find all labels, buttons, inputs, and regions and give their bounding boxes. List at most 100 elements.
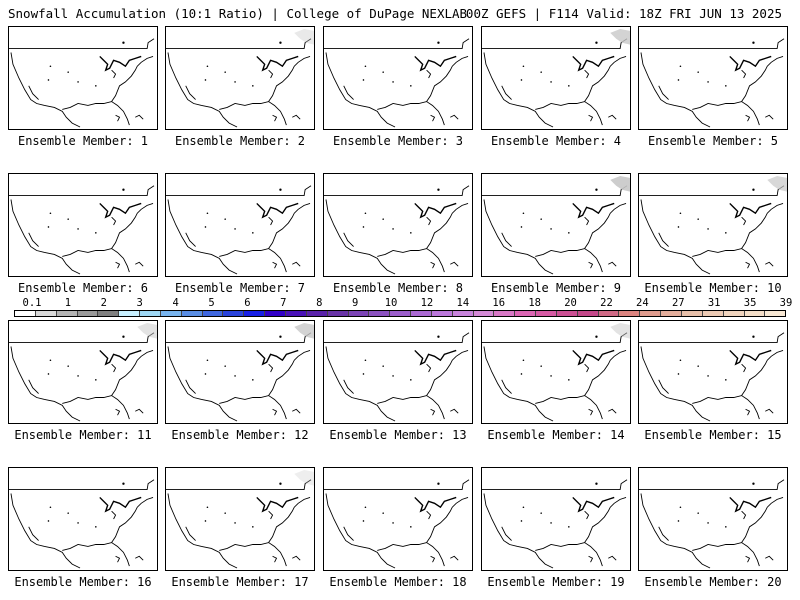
ensemble-member-label: Ensemble Member: 12 (171, 428, 309, 442)
colorbar-tick-label: 8 (316, 297, 323, 309)
colorbar-swatch (56, 311, 78, 316)
colorbar-tick-label: 10 (384, 297, 398, 309)
colorbar-swatch (682, 311, 703, 316)
colorbar-swatch (661, 311, 682, 316)
colorbar-swatch (244, 311, 266, 316)
snowfall-shading (294, 28, 314, 45)
ensemble-member-label: Ensemble Member: 10 (644, 281, 782, 295)
ensemble-member-label: Ensemble Member: 14 (487, 428, 625, 442)
colorbar-tick-label: 31 (707, 297, 721, 309)
colorbar-tick-label: 14 (456, 297, 470, 309)
colorbar-tick-label: 4 (172, 297, 179, 309)
us-snowfall-map (8, 320, 158, 424)
ensemble-member-label: Ensemble Member: 5 (647, 134, 779, 148)
colorbar-swatch (327, 311, 349, 316)
colorbar-swatch (431, 311, 453, 316)
ensemble-member-label: Ensemble Member: 11 (14, 428, 152, 442)
snowfall-shading (610, 322, 630, 339)
colorbar-tick-label: 24 (636, 297, 649, 309)
us-snowfall-map (323, 320, 473, 424)
colorbar-swatch (285, 311, 307, 316)
colorbar-tick-label: 1 (64, 297, 72, 309)
us-snowfall-map (165, 320, 315, 424)
colorbar-labels: 0.1 1 2 3 4 5 6 7 8 9 10 12 14 16 18 20 22 24 27 31 35 39 (14, 297, 793, 309)
us-snowfall-map (323, 26, 473, 130)
ensemble-member-label: Ensemble Member: 6 (17, 281, 149, 295)
us-snowfall-map (638, 320, 788, 424)
colorbar-swatch (119, 311, 141, 316)
colorbar-swatch (473, 311, 495, 316)
snowfall-shading (294, 322, 314, 339)
ensemble-member-label: Ensemble Member: 7 (174, 281, 306, 295)
ensemble-member-label: Ensemble Member: 18 (329, 575, 467, 589)
ensemble-member-label: Ensemble Member: 13 (329, 428, 467, 442)
colorbar-tick-label: 18 (528, 297, 541, 309)
colorbar-tick-label: 12 (420, 297, 434, 309)
colorbar-tick-label: 27 (671, 297, 685, 309)
us-snowfall-map (8, 26, 158, 130)
colorbar-swatch (452, 311, 474, 316)
colorbar-swatch (640, 311, 662, 316)
ensemble-member-label: Ensemble Member: 1 (17, 134, 149, 148)
colorbar-tick-label: 20 (564, 297, 577, 309)
colorbar-swatch (494, 311, 516, 316)
ensemble-member-label: Ensemble Member: 19 (487, 575, 625, 589)
snowfall-shading (767, 175, 787, 192)
colorbar-swatch (619, 311, 641, 316)
chart-title: Snowfall Accumulation (10:1 Ratio) | Col… (8, 6, 468, 21)
colorbar-swatch (265, 311, 286, 316)
colorbar-swatch (723, 311, 745, 316)
colorbar-swatch (15, 311, 36, 316)
colorbar-tick-label: 9 (351, 297, 359, 309)
us-snowfall-map (638, 173, 788, 277)
colorbar-tick-label: 22 (600, 297, 613, 309)
colorbar-swatch (223, 311, 245, 316)
us-snowfall-map (638, 467, 788, 571)
snowfall-shading (294, 469, 314, 486)
us-snowfall-map (638, 26, 788, 130)
snowfall-shading (610, 175, 630, 192)
ensemble-member-label: Ensemble Member: 20 (644, 575, 782, 589)
run-valid-time: 00Z GEFS | F114 Valid: 18Z FRI JUN 13 20… (465, 6, 782, 21)
colorbar-swatch (140, 311, 161, 316)
colorbar-swatch (598, 311, 620, 316)
colorbar-swatch (515, 311, 537, 316)
snowfall-shading (137, 322, 157, 339)
colorbar-swatch (202, 311, 224, 316)
ensemble-member-label: Ensemble Member: 8 (332, 281, 464, 295)
colorbar-tick-label: 16 (492, 297, 506, 309)
colorbar-swatch (306, 311, 328, 316)
colorbar-swatch (390, 311, 412, 316)
us-snowfall-map (323, 173, 473, 277)
colorbar-swatch (411, 311, 432, 316)
colorbar-tick-label: 6 (244, 297, 251, 309)
colorbar-swatch (98, 311, 120, 316)
us-snowfall-map (8, 467, 158, 571)
snowfall-shading (610, 28, 630, 45)
ensemble-member-label: Ensemble Member: 17 (171, 575, 309, 589)
colorbar-tick-label: 0.1 (22, 297, 42, 309)
ensemble-member-label: Ensemble Member: 15 (644, 428, 782, 442)
ensemble-member-label: Ensemble Member: 4 (490, 134, 622, 148)
ensemble-member-label: Ensemble Member: 2 (174, 134, 306, 148)
ensemble-member-label: Ensemble Member: 9 (490, 281, 622, 295)
ensemble-member-label: Ensemble Member: 3 (332, 134, 464, 148)
us-snowfall-map (481, 26, 631, 130)
colorbar-swatch (369, 311, 391, 316)
colorbar-swatch (536, 311, 557, 316)
us-snowfall-map (8, 173, 158, 277)
us-snowfall-map (165, 467, 315, 571)
colorbar-swatch (181, 311, 203, 316)
colorbar-tick-label: 35 (743, 297, 757, 309)
us-snowfall-map (481, 173, 631, 277)
us-snowfall-map (481, 467, 631, 571)
colorbar-tick-label: 5 (208, 297, 215, 309)
colorbar-legend: 0.1 1 2 3 4 5 6 7 8 9 10 12 14 16 18 20 22 24 27 31 35 39 (14, 297, 793, 325)
colorbar-swatch (744, 311, 766, 316)
colorbar-swatch (348, 311, 370, 316)
colorbar-swatch (765, 311, 786, 316)
colorbar-tick-label: 2 (100, 297, 107, 309)
us-snowfall-map (165, 173, 315, 277)
ensemble-member-label: Ensemble Member: 16 (14, 575, 152, 589)
us-snowfall-map (165, 26, 315, 130)
